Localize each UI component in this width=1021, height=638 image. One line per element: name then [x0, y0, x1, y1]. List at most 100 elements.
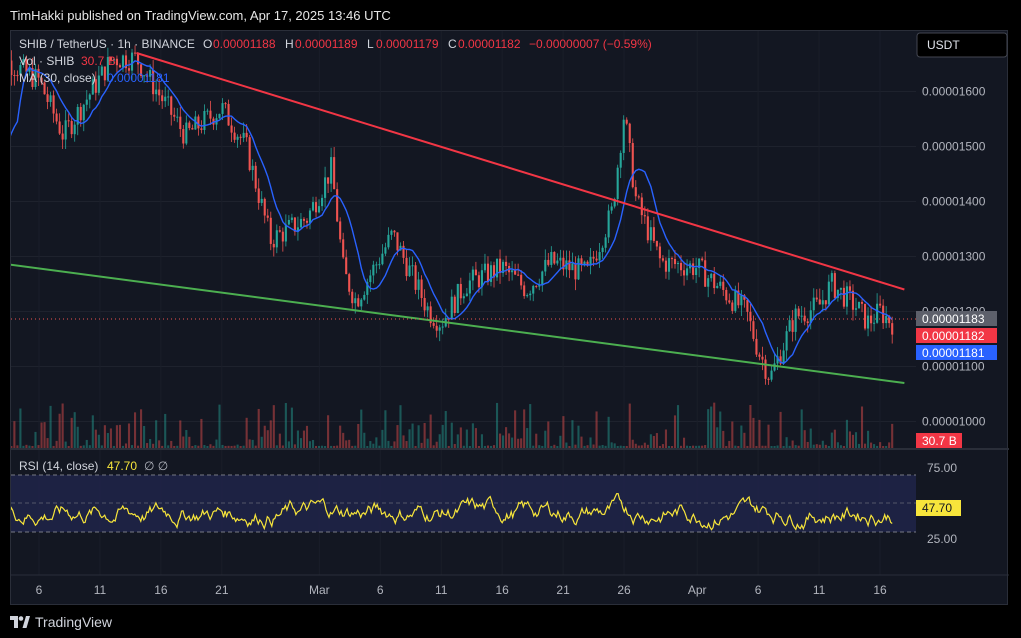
candle-body: [885, 315, 888, 324]
volume-bar: [423, 423, 426, 448]
volume-bar: [308, 441, 312, 448]
candle-body: [58, 121, 61, 134]
volume-bar: [351, 445, 354, 448]
candle-body: [791, 320, 794, 332]
candle-body: [480, 270, 483, 288]
candle-body: [408, 265, 411, 277]
volume-bar: [734, 445, 737, 448]
svg-text:0.00001183: 0.00001183: [922, 312, 985, 326]
candle-body: [607, 210, 610, 238]
symbol-legend[interactable]: SHIB / TetherUS · 1h · BINANCE O 0.00001…: [19, 37, 652, 85]
time-axis-label: 11: [94, 583, 107, 597]
candle-body: [824, 300, 827, 305]
volume-bar: [613, 443, 616, 448]
candle-body: [441, 326, 444, 328]
volume-bar: [215, 439, 218, 448]
volume-bar: [248, 439, 251, 448]
volume-bar: [643, 442, 646, 448]
time-axis-label: 16: [495, 583, 509, 597]
volume-bar: [526, 428, 529, 448]
volume-bar: [550, 445, 553, 448]
candle-body: [517, 274, 520, 276]
volume-bar: [55, 440, 58, 448]
candle-body: [236, 136, 239, 140]
volume-bar: [752, 417, 755, 448]
svg-text:H: H: [285, 37, 294, 51]
volume-bar: [498, 433, 502, 448]
candle-body: [701, 258, 704, 261]
candle-body: [695, 268, 698, 275]
candle-body: [876, 303, 879, 323]
volume-bar: [336, 445, 339, 448]
volume-bar: [622, 445, 625, 448]
volume-bar: [269, 420, 272, 448]
chart-svg[interactable]: 0.00001600 0.00001500 0.00001400 0.00001300…: [0, 31, 1009, 606]
candle-body: [414, 265, 417, 290]
candle-body: [287, 219, 290, 225]
candle-body: [227, 103, 230, 126]
volume-bar: [164, 413, 167, 448]
candle-body: [474, 269, 477, 276]
chart-frame[interactable]: 0.00001600 0.00001500 0.00001400 0.00001300…: [0, 30, 1009, 606]
candle-body: [749, 311, 752, 322]
candle-body: [155, 89, 158, 95]
candle-body: [492, 265, 496, 278]
volume-bar: [806, 441, 809, 448]
candle-body: [514, 270, 517, 275]
volume-bar: [502, 435, 505, 448]
candle-body: [88, 94, 91, 100]
price-axis[interactable]: 0.00001600 0.00001500 0.00001400 0.00001300…: [922, 85, 986, 429]
time-axis-label: 26: [617, 583, 631, 597]
candle-body: [293, 217, 296, 232]
rsi-legend[interactable]: RSI (14, close) 47.70 ∅ ∅: [19, 459, 168, 473]
candle-body: [230, 125, 233, 133]
candle-body: [429, 306, 432, 324]
candle-body: [704, 260, 707, 287]
candle-body: [100, 66, 103, 76]
price-tag-ma: 0.00001181: [916, 345, 997, 360]
volume-bar: [547, 421, 550, 448]
time-axis[interactable]: 6 11 16 21 Mar 6 11 16 21 26 Apr 6 11 16: [36, 583, 887, 597]
volume-bar: [634, 443, 637, 448]
volume-bar: [146, 443, 149, 448]
volume-bar: [492, 445, 496, 448]
candle-body: [275, 230, 278, 248]
price-axis-label: 0.00001100: [922, 360, 985, 374]
volume-bar: [426, 438, 429, 448]
volume-bar: [842, 445, 845, 448]
candle-body: [815, 297, 818, 300]
candle-body: [402, 245, 405, 258]
candle-body: [375, 264, 378, 266]
volume-bar: [755, 446, 758, 448]
svg-text:30.7 B: 30.7 B: [922, 434, 957, 448]
candle-body: [598, 252, 601, 261]
resistance-trendline[interactable]: [136, 52, 905, 291]
volume-bar: [583, 445, 586, 448]
candle-body: [118, 65, 122, 68]
volume-bar: [788, 445, 791, 448]
tradingview-logo[interactable]: TradingView: [10, 614, 112, 630]
candle-body: [673, 258, 677, 265]
candle-body: [746, 299, 749, 312]
volume-bar: [686, 445, 689, 448]
currency-button[interactable]: USDT: [916, 32, 1008, 58]
volume-bars: [0, 402, 894, 448]
candle-body: [378, 264, 381, 266]
candle-body: [185, 122, 188, 144]
volume-bar: [794, 445, 797, 448]
support-trendline[interactable]: [0, 262, 905, 384]
volume-bar: [851, 434, 855, 448]
volume-bar: [541, 445, 544, 448]
candle-body: [64, 120, 67, 140]
volume-bar: [565, 442, 568, 448]
volume-bar: [28, 445, 31, 448]
candle-body: [94, 79, 97, 93]
candle-body: [170, 96, 173, 115]
volume-bar: [435, 441, 438, 448]
candle-body: [758, 354, 761, 357]
volume-bar: [574, 444, 577, 448]
candle-body: [369, 275, 372, 283]
candle-body: [124, 55, 128, 69]
candle-body: [363, 294, 366, 300]
candle-body: [28, 68, 31, 72]
